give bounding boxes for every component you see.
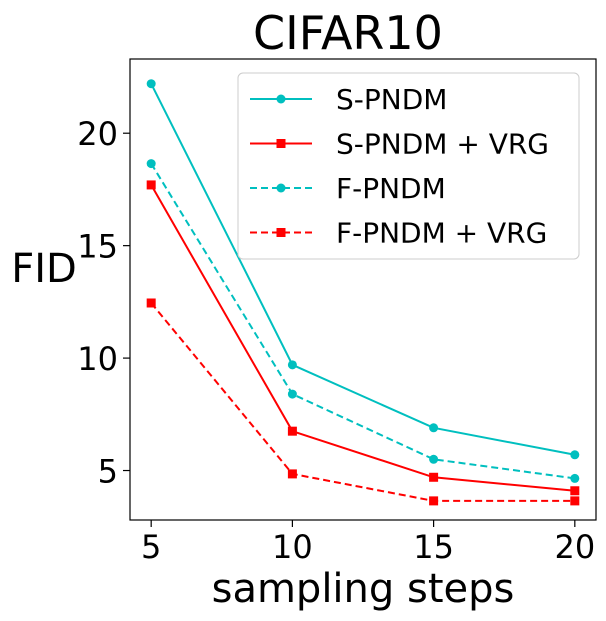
data-point (429, 496, 439, 506)
x-tick-label: 20 (554, 528, 595, 566)
series-line (150, 184, 575, 492)
series-f-pndm (146, 159, 580, 483)
data-point (287, 469, 297, 479)
axis-ticks: 5 10 15 20 5 10 15 20 (77, 115, 595, 566)
legend-label: F-PNDM + VRG (336, 217, 547, 250)
data-point (146, 79, 156, 89)
legend-item: F-PNDM + VRG (250, 217, 547, 250)
x-tick-label: 10 (272, 528, 313, 566)
legend-label: S-PNDM (336, 83, 447, 116)
series-s-pndm (146, 79, 580, 460)
data-point (570, 496, 580, 506)
data-point (429, 423, 439, 433)
legend-box (237, 72, 580, 260)
data-point (570, 473, 580, 483)
x-tick-label: 15 (413, 528, 454, 566)
y-axis-label: FID (11, 246, 77, 292)
x-tick-label: 5 (141, 528, 161, 566)
y-tick-label: 5 (98, 453, 118, 491)
series-line (150, 83, 576, 456)
data-point (146, 159, 156, 169)
data-point (146, 180, 156, 190)
legend-marker (276, 228, 286, 237)
y-tick-label: 15 (77, 228, 118, 266)
y-tick-label: 10 (77, 340, 118, 378)
x-axis-label: sampling steps (212, 566, 515, 612)
data-point (570, 486, 580, 496)
legend-item: S-PNDM (250, 83, 447, 116)
y-tick-label: 20 (77, 115, 118, 153)
series-layer (146, 79, 580, 506)
legend-marker (276, 183, 286, 193)
legend-label: S-PNDM + VRG (336, 128, 549, 161)
legend: S-PNDM S-PNDM + VRG F-PNDM F-PNDM + VRG (237, 72, 580, 260)
legend-label: F-PNDM (336, 172, 446, 205)
data-point (287, 360, 297, 370)
data-point (287, 389, 297, 399)
chart-title: CIFAR10 (253, 6, 443, 60)
legend-item: S-PNDM + VRG (250, 128, 549, 161)
data-point (287, 426, 297, 436)
legend-marker (276, 94, 286, 104)
plot-frame (129, 58, 597, 521)
series-line (150, 163, 575, 480)
data-point (429, 454, 439, 464)
series-s-pndm-vrg (146, 180, 580, 496)
legend-marker (276, 139, 286, 148)
data-point (429, 472, 439, 482)
data-point (570, 450, 580, 460)
legend-item: F-PNDM (250, 172, 446, 205)
series-f-pndm-vrg (146, 298, 580, 506)
data-point (146, 298, 156, 308)
series-line (150, 302, 575, 502)
